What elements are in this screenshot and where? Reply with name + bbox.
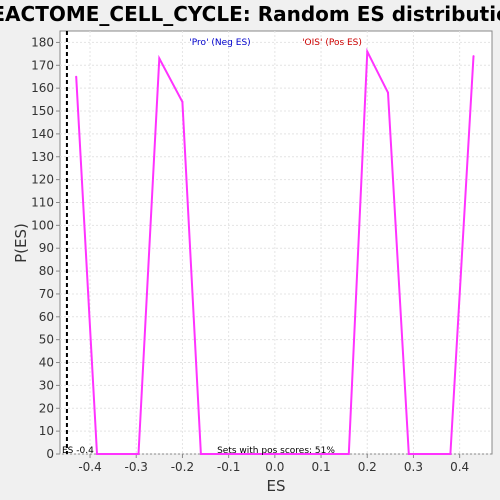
y-tick-label: 180	[31, 35, 54, 49]
series-point	[472, 55, 475, 58]
series-point	[387, 91, 390, 94]
x-tick-label: 0.2	[358, 460, 377, 474]
series-point	[199, 453, 202, 455]
y-tick-label: 130	[31, 150, 54, 164]
pos-scores-annotation: Sets with pos scores: 51%	[217, 446, 335, 456]
y-tick-label: 150	[31, 104, 54, 118]
y-tick-label: 110	[31, 195, 54, 209]
y-tick-label: 0	[46, 447, 54, 461]
x-axis-label: ES	[267, 477, 286, 495]
series-point	[158, 57, 161, 60]
y-tick-label: 40	[39, 356, 54, 370]
x-tick-label: -0.1	[217, 460, 240, 474]
series-line	[75, 47, 475, 455]
series-point	[137, 453, 140, 455]
legend-item-neg: 'Pro' (Neg ES)	[189, 38, 250, 48]
series-point	[407, 453, 410, 455]
series-point	[181, 100, 184, 103]
x-axis-ticks: -0.4 -0.3 -0.2 -0.1 0.0 0.1 0.2 0.3 0.4	[78, 454, 469, 474]
y-tick-label: 90	[39, 241, 54, 255]
y-tick-label: 60	[39, 310, 54, 324]
y-tick-label: 20	[39, 401, 54, 415]
y-tick-label: 120	[31, 173, 54, 187]
series-point	[347, 453, 350, 455]
series-point	[75, 75, 78, 78]
y-axis-label: P(ES)	[12, 223, 30, 263]
series-point	[366, 50, 369, 53]
y-tick-label: 30	[39, 378, 54, 392]
x-tick-label: 0.3	[404, 460, 423, 474]
y-tick-label: 50	[39, 333, 54, 347]
x-tick-label: 0.4	[450, 460, 469, 474]
y-tick-label: 70	[39, 287, 54, 301]
y-tick-label: 80	[39, 264, 54, 278]
y-axis-ticks: 0 10 20 30 40 50 60 70 80 90 100 110 120 130 140 150 160…	[31, 35, 60, 461]
y-tick-label: 140	[31, 127, 54, 141]
series-point	[95, 453, 98, 455]
series-point	[449, 453, 452, 455]
legend-item-pos: 'OIS' (Pos ES)	[302, 38, 362, 48]
grid-lines	[60, 31, 492, 455]
x-tick-label: 0.0	[265, 460, 284, 474]
plot-area	[59, 30, 493, 455]
y-tick-label: 170	[31, 58, 54, 72]
chart-title: REACTOME_CELL_CYCLE: Random ES distribut…	[0, 2, 500, 26]
x-tick-label: -0.4	[78, 460, 101, 474]
y-tick-label: 160	[31, 81, 54, 95]
observed-es-label: ES -0.4	[62, 446, 94, 456]
y-tick-label: 10	[39, 424, 54, 438]
series-points	[75, 50, 475, 455]
x-tick-label: -0.3	[125, 460, 148, 474]
x-tick-label: 0.1	[312, 460, 331, 474]
y-tick-label: 100	[31, 218, 54, 232]
x-tick-label: -0.2	[171, 460, 194, 474]
